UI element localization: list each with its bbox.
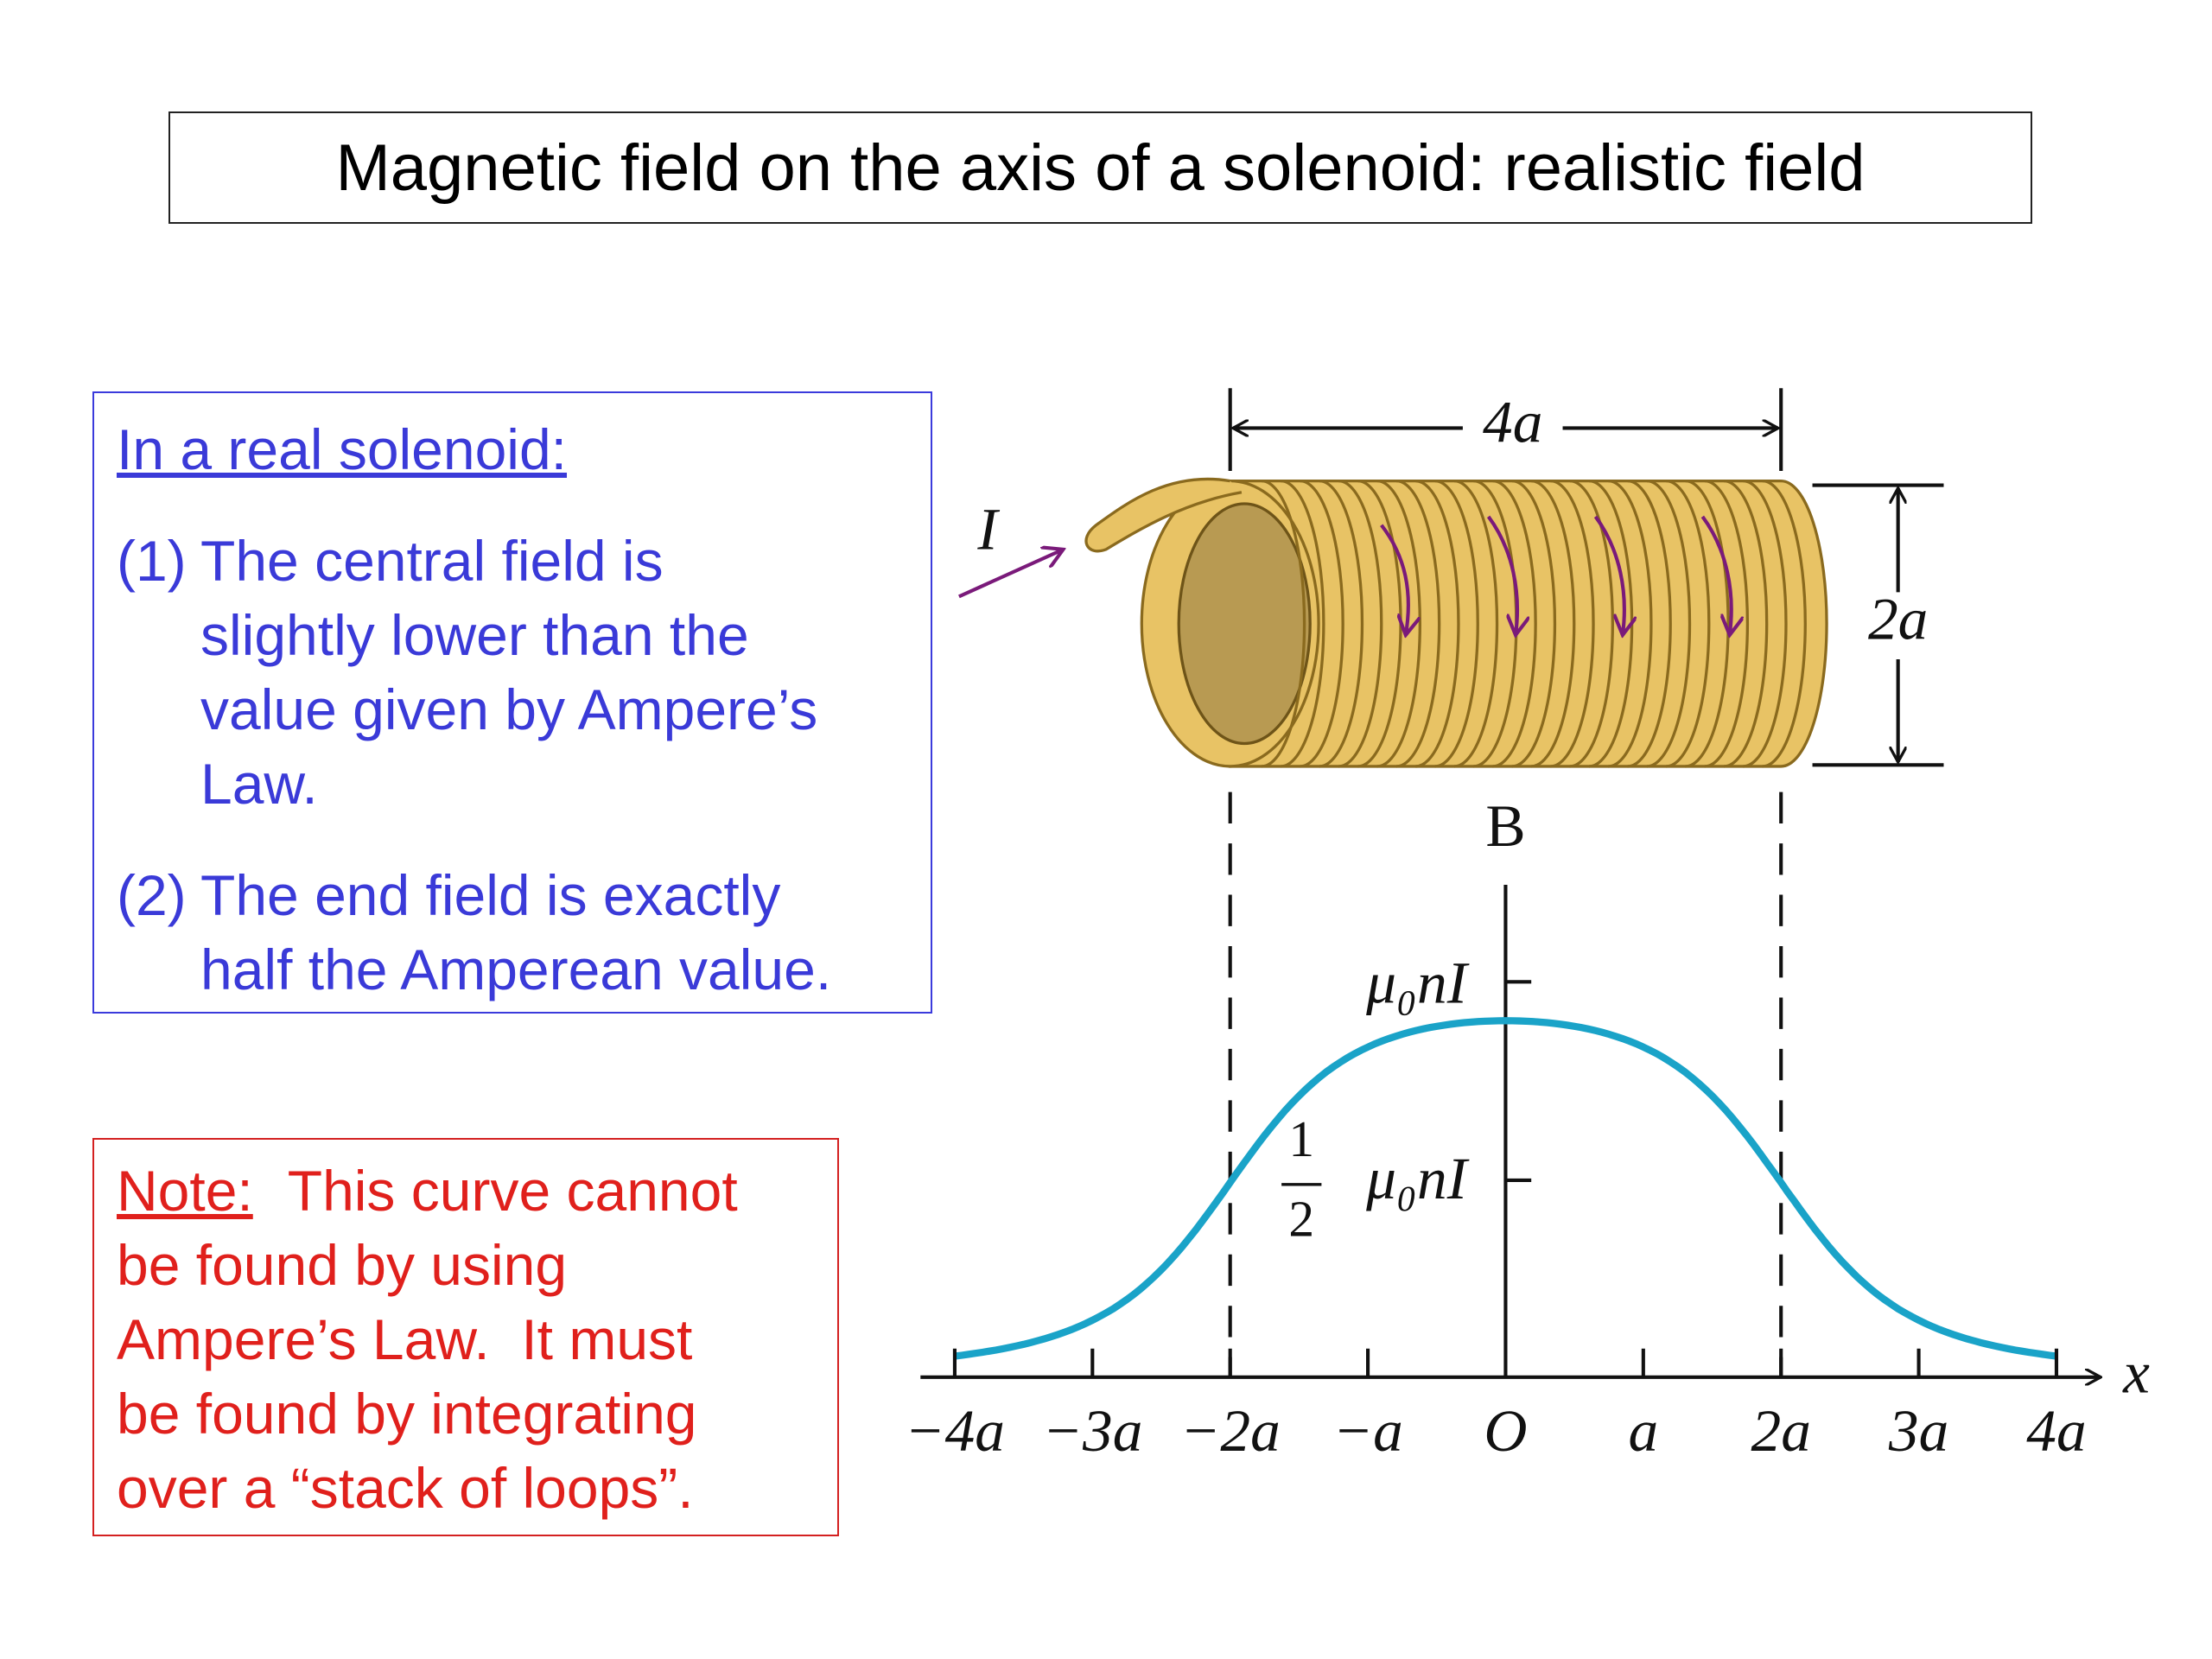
note-text: over a “stack of loops”.	[117, 1456, 694, 1520]
coil-turn	[1396, 479, 1441, 768]
note-line: Ampere’s Law. It must	[117, 1302, 837, 1376]
coils	[1261, 479, 1807, 768]
x-tick-label: O	[1484, 1398, 1527, 1465]
note-line: be found by integrating	[117, 1376, 837, 1451]
coil-turn	[1434, 479, 1479, 768]
x-tick-label: a	[1628, 1398, 1658, 1465]
length-label: 4a	[1483, 389, 1542, 455]
coil-turn	[1666, 479, 1711, 768]
item-line: The central field is	[200, 529, 664, 593]
coil-turn	[1531, 479, 1576, 768]
info-box: In a real solenoid: (1) The central field…	[92, 391, 932, 1014]
coil-turn	[1704, 479, 1750, 768]
coil-turn	[1453, 479, 1499, 768]
current-arrows	[958, 515, 1732, 635]
note-label: Note:	[117, 1159, 253, 1223]
fraction-numerator: 1	[1288, 1110, 1314, 1167]
coil-turn	[1646, 479, 1692, 768]
coil-turn	[1319, 479, 1364, 768]
note-line: Note: This curve cannot	[117, 1154, 837, 1228]
coil-turn	[1415, 479, 1460, 768]
note-text: be found by integrating	[117, 1382, 697, 1446]
item-number: (1)	[117, 529, 187, 593]
x-axis-label: x	[2122, 1339, 2150, 1406]
info-item: (2) The end field is exactly half the Ampe…	[117, 858, 931, 1007]
x-tick-label: −3a	[1042, 1398, 1142, 1465]
current-label: I	[976, 496, 1000, 563]
full-field-label: μ₀nI	[1365, 950, 1470, 1016]
x-tick-label: 4a	[2026, 1398, 2086, 1465]
coil-turn	[1608, 479, 1653, 768]
coil-turn	[1550, 479, 1595, 768]
coil-turn	[1281, 479, 1325, 768]
field-curve	[954, 1017, 2057, 1360]
half-field-label: μ₀nI	[1365, 1146, 1470, 1212]
item-line: half the Amperean value.	[200, 938, 832, 1001]
info-heading: In a real solenoid:	[117, 417, 568, 481]
drawing	[920, 388, 2101, 1377]
note-text: Ampere’s Law. It must	[117, 1307, 693, 1371]
x-tick-label: 2a	[1751, 1398, 1811, 1465]
coil-turn	[1743, 479, 1788, 768]
coil-turn	[1261, 479, 1306, 768]
y-axis-label: B	[1485, 793, 1525, 860]
coil-turn	[1338, 479, 1383, 768]
x-tick-label: −a	[1332, 1398, 1402, 1465]
lead-wire	[1084, 477, 1243, 553]
x-tick-label: 3a	[1888, 1398, 1948, 1465]
item-text: The end field is exactly half the Amperea…	[200, 858, 831, 1007]
coil-turn	[1762, 479, 1807, 768]
note-text: This curve cannot	[287, 1159, 738, 1223]
note-box: Note: This curve cannot be found by using A…	[92, 1138, 839, 1536]
coil-turn	[1300, 479, 1344, 768]
note-line: be found by using	[117, 1228, 837, 1302]
item-line: The end field is exactly	[200, 863, 781, 927]
note-line: over a “stack of loops”.	[117, 1451, 837, 1525]
item-line: Law.	[200, 752, 318, 816]
fraction-denominator: 2	[1288, 1191, 1314, 1248]
info-item: (1) The central field is slightly lower th…	[117, 524, 931, 821]
item-line: slightly lower than the	[200, 603, 749, 667]
coil-turn	[1627, 479, 1672, 768]
solenoid-opening	[1177, 502, 1312, 746]
coil-turn	[1511, 479, 1557, 768]
x-tick-label: −2a	[1180, 1398, 1281, 1465]
title: Magnetic field on the axis of a solenoid…	[168, 111, 2032, 224]
note-text: be found by using	[117, 1233, 568, 1297]
item-number: (2)	[117, 863, 187, 927]
item-text: The central field is slightly lower than …	[200, 524, 817, 821]
item-line: value given by Ampere’s	[200, 677, 818, 741]
diameter-label: 2a	[1868, 586, 1928, 652]
coil-turn	[1724, 479, 1769, 768]
coil-turn	[1492, 479, 1537, 768]
x-tick-label: −4a	[905, 1398, 1005, 1465]
